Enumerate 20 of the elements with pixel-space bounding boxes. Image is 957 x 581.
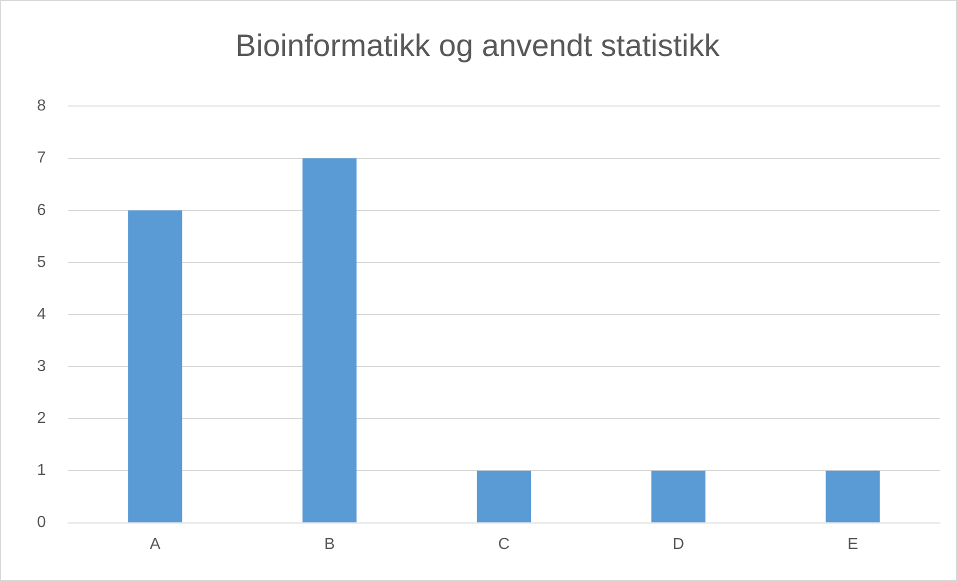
y-tick-label: 5: [36, 254, 46, 271]
y-tick-label: 3: [36, 358, 46, 375]
y-tick-label: 6: [36, 202, 46, 219]
bar: [302, 158, 357, 522]
y-tick-label: 1: [36, 462, 46, 480]
x-tick-label: E: [847, 536, 858, 553]
x-tick-label: A: [150, 536, 161, 553]
x-tick-label: D: [672, 536, 684, 553]
x-tick-label: C: [498, 536, 510, 553]
chart-title: Bioinformatikk og anvendt statistikk: [235, 28, 720, 64]
y-tick-label: 7: [36, 150, 46, 167]
x-tick-label: B: [324, 536, 335, 553]
y-tick-label: 4: [36, 306, 46, 323]
y-tick-label: 2: [36, 410, 46, 428]
y-tick-label: 0: [36, 514, 46, 532]
bar: [651, 470, 706, 522]
bar: [476, 470, 531, 522]
y-tick-label: 8: [36, 98, 46, 115]
bar: [128, 210, 182, 522]
bar: [826, 470, 880, 522]
